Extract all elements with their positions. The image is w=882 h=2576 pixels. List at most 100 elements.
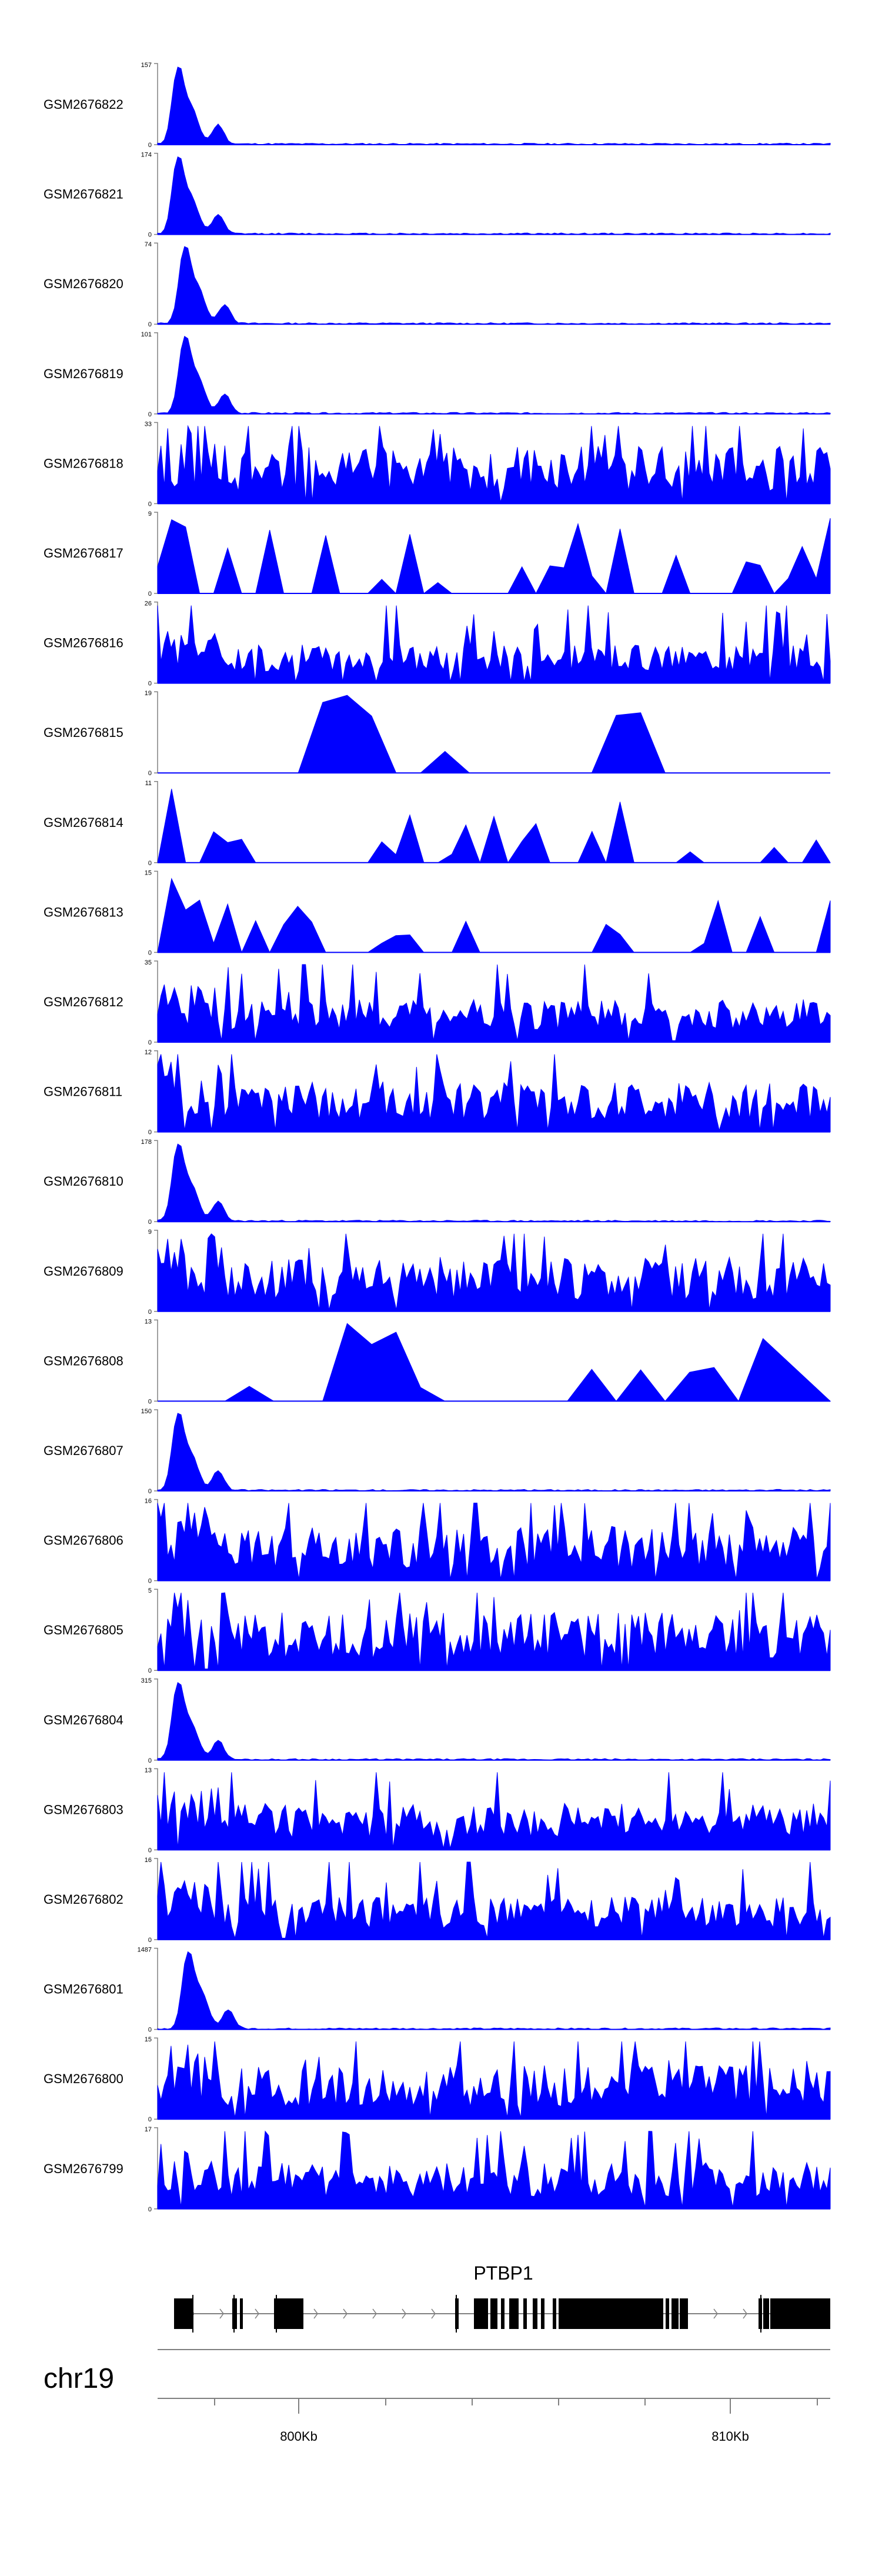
exon bbox=[509, 2298, 513, 2329]
track-min-label: 0 bbox=[148, 411, 152, 418]
strand-arrow bbox=[743, 2308, 747, 2319]
track-label: GSM2676805 bbox=[44, 1623, 123, 1637]
coverage-area bbox=[157, 1503, 831, 1581]
track-min-label: 0 bbox=[148, 1847, 152, 1854]
strand-arrow bbox=[372, 2308, 377, 2319]
track-min-label: 0 bbox=[148, 949, 152, 956]
track-gsm2676807: GSM2676807 150 0 bbox=[44, 1408, 831, 1495]
track-max-label: 15 bbox=[145, 869, 152, 876]
track-max-label: 19 bbox=[145, 690, 152, 697]
track-label: GSM2676801 bbox=[44, 1982, 123, 1997]
coverage-area bbox=[157, 1772, 831, 1850]
track-min-label: 0 bbox=[148, 1667, 152, 1674]
exon bbox=[501, 2298, 505, 2329]
track-y-axis bbox=[154, 1140, 158, 1222]
track-min-label: 0 bbox=[148, 1129, 152, 1136]
track-min-label: 0 bbox=[148, 590, 152, 598]
coverage-area bbox=[157, 964, 831, 1043]
track-y-axis bbox=[154, 1319, 158, 1402]
track-gsm2676814: GSM2676814 11 0 bbox=[44, 780, 831, 867]
strand-arrow bbox=[431, 2308, 436, 2319]
track-y-axis bbox=[154, 63, 158, 145]
track-y-axis bbox=[154, 1679, 158, 1761]
track-label: GSM2676819 bbox=[44, 366, 123, 381]
track-y-axis bbox=[154, 1230, 158, 1312]
track-y-axis bbox=[154, 152, 158, 235]
track-max-label: 5 bbox=[148, 1587, 152, 1594]
track-y-axis bbox=[154, 1050, 158, 1133]
track-label: GSM2676812 bbox=[44, 995, 123, 1009]
strand-arrow bbox=[313, 2308, 318, 2319]
track-gsm2676815: GSM2676815 19 0 bbox=[44, 690, 830, 777]
gene-model bbox=[174, 2295, 830, 2333]
track-max-label: 178 bbox=[141, 1139, 152, 1146]
track-label: GSM2676807 bbox=[44, 1443, 123, 1458]
track-label: GSM2676802 bbox=[44, 1892, 123, 1907]
track-gsm2676802: GSM2676802 16 0 bbox=[44, 1857, 831, 1944]
track-min-label: 0 bbox=[148, 1488, 152, 1495]
track-label: GSM2676810 bbox=[44, 1174, 123, 1189]
track-y-axis bbox=[154, 1409, 158, 1491]
track-y-axis bbox=[154, 691, 158, 773]
exon bbox=[666, 2298, 669, 2329]
track-y-axis bbox=[154, 332, 158, 415]
coverage-area bbox=[158, 695, 830, 773]
track-min-label: 0 bbox=[148, 770, 152, 777]
track-min-label: 0 bbox=[148, 232, 152, 239]
track-min-label: 0 bbox=[148, 321, 152, 328]
strand-arrow bbox=[343, 2308, 348, 2319]
track-max-label: 33 bbox=[145, 421, 152, 428]
coverage-area bbox=[157, 2130, 831, 2210]
track-label: GSM2676808 bbox=[44, 1353, 123, 1368]
track-max-label: 12 bbox=[145, 1049, 152, 1056]
track-label: GSM2676811 bbox=[44, 1085, 122, 1099]
track-max-label: 74 bbox=[145, 241, 152, 248]
track-min-label: 0 bbox=[148, 860, 152, 867]
track-max-label: 17 bbox=[145, 2126, 152, 2133]
exon bbox=[513, 2298, 519, 2329]
track-min-label: 0 bbox=[148, 1219, 152, 1226]
coverage-area bbox=[157, 1143, 831, 1222]
coverage-area bbox=[157, 1413, 831, 1491]
track-label: GSM2676813 bbox=[44, 905, 123, 919]
x-tick-label-810kb: 810Kb bbox=[711, 2429, 749, 2444]
coverage-area bbox=[157, 1592, 831, 1671]
track-min-label: 0 bbox=[148, 680, 152, 688]
track-gsm2676812: GSM2676812 35 0 bbox=[44, 959, 831, 1046]
track-min-label: 0 bbox=[148, 1309, 152, 1316]
track-label: GSM2676814 bbox=[44, 815, 123, 830]
track-gsm2676804: GSM2676804 315 0 bbox=[44, 1677, 831, 1764]
exon bbox=[189, 2298, 193, 2329]
track-min-label: 0 bbox=[148, 1039, 152, 1046]
coverage-area bbox=[158, 1323, 831, 1402]
track-min-label: 0 bbox=[148, 2027, 152, 2034]
coverage-area bbox=[157, 1951, 831, 2030]
track-gsm2676813: GSM2676813 15 0 bbox=[44, 869, 831, 956]
exon bbox=[541, 2298, 544, 2329]
track-max-label: 15 bbox=[145, 2036, 152, 2043]
track-max-label: 16 bbox=[145, 1498, 152, 1505]
coverage-area bbox=[157, 877, 831, 953]
track-max-label: 150 bbox=[141, 1408, 152, 1415]
coverage-area bbox=[157, 66, 831, 145]
track-label: GSM2676799 bbox=[44, 2161, 123, 2176]
track-y-axis bbox=[154, 422, 158, 505]
track-y-axis bbox=[154, 960, 158, 1043]
track-label: GSM2676816 bbox=[44, 636, 123, 650]
track-label: GSM2676820 bbox=[44, 276, 123, 291]
track-label: GSM2676806 bbox=[44, 1533, 123, 1548]
track-y-axis bbox=[154, 2037, 158, 2120]
track-max-label: 11 bbox=[145, 780, 152, 787]
exon bbox=[274, 2298, 303, 2329]
exon bbox=[533, 2298, 537, 2329]
track-min-label: 0 bbox=[148, 1757, 152, 1764]
track-min-label: 0 bbox=[148, 142, 152, 149]
track-gsm2676817: GSM2676817 9 0 bbox=[44, 510, 831, 598]
exon bbox=[490, 2298, 497, 2329]
track-max-label: 101 bbox=[141, 331, 152, 338]
coverage-area bbox=[157, 1861, 831, 1940]
genome-axis bbox=[158, 2349, 830, 2414]
coverage-area bbox=[157, 335, 831, 415]
track-y-axis bbox=[154, 1768, 158, 1851]
